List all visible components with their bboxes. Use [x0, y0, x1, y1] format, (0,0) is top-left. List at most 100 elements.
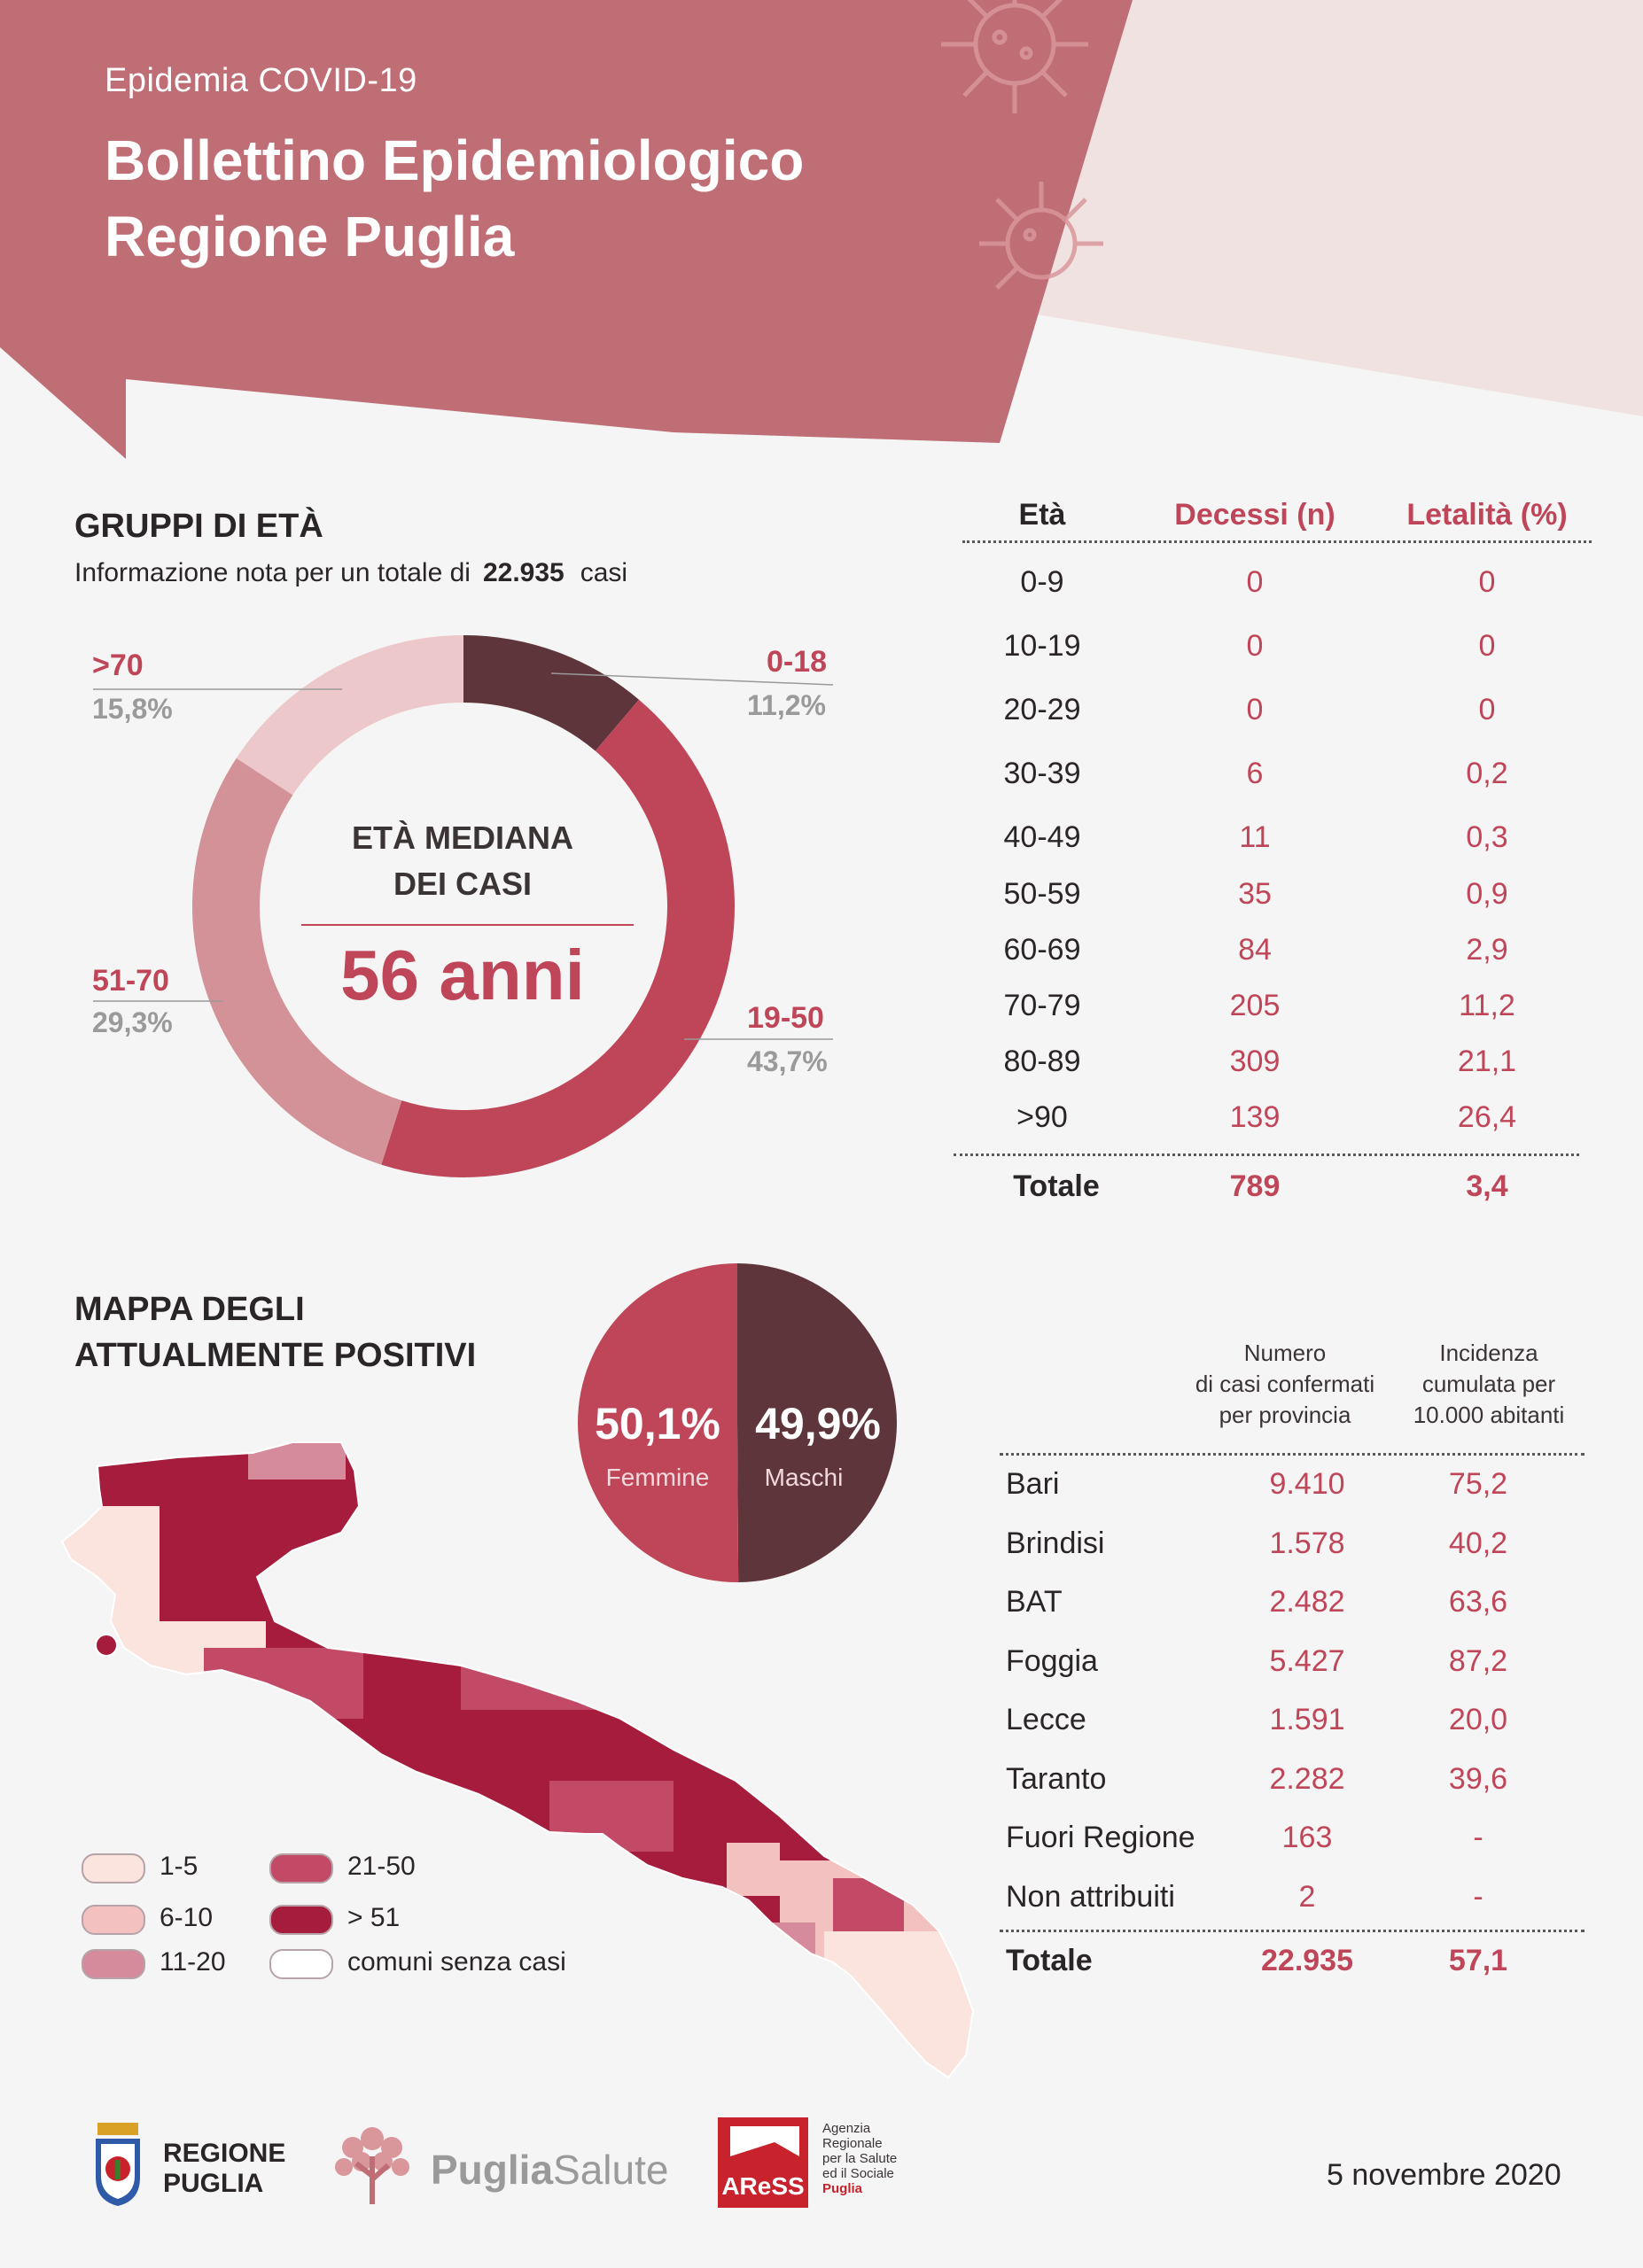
male-slice: [737, 1263, 898, 1582]
map-title-line-2: ATTUALMENTE POSITIVI: [74, 1337, 477, 1374]
bulletin-kicker: Epidemia COVID-19: [105, 62, 417, 99]
province-total-divider: [1000, 1930, 1585, 1932]
sex-pie-chart: [578, 1263, 898, 1582]
deaths-cell-lethality: 0,9: [1466, 877, 1508, 911]
province-incidence: 20,0: [1448, 1703, 1508, 1736]
deaths-cell-lethality: 0: [1478, 629, 1496, 663]
deaths-cell-count: 309: [1229, 1045, 1281, 1078]
median-age-title-line-1: ETÀ MEDIANA: [352, 819, 573, 856]
aress-logo-name: AReSS: [721, 2172, 805, 2200]
age-info-prefix: Informazione nota per un totale di: [74, 558, 471, 587]
province-name: Lecce: [1006, 1703, 1086, 1736]
legend-swatch: [269, 1853, 333, 1884]
segment-label-19-50: 19-50: [747, 1001, 824, 1035]
donut-segment-0-18: [463, 635, 639, 751]
deaths-cell-count: 205: [1229, 989, 1281, 1022]
deaths-cell-age: 60-69: [1003, 933, 1081, 967]
deaths-cell-lethality: 0: [1478, 565, 1496, 599]
province-name: Bari: [1006, 1467, 1060, 1501]
median-age-value: 56 anni: [340, 936, 585, 1014]
deaths-cell-count: 6: [1246, 757, 1264, 790]
regione-puglia-line-1: REGIONE: [163, 2139, 286, 2168]
deaths-total-lethality: 3,4: [1466, 1169, 1508, 1203]
deaths-cell-lethality: 0,2: [1466, 757, 1508, 790]
aress-desc-line: per la Salute: [822, 2151, 898, 2166]
deaths-total-divider: [954, 1153, 1579, 1156]
deaths-cell-lethality: 0,3: [1466, 820, 1508, 854]
deaths-cell-age: 10-19: [1003, 629, 1081, 663]
legend-swatch: [82, 1949, 145, 1979]
province-cases: 1.591: [1269, 1703, 1345, 1736]
segment-pct-19-50: 43,7%: [747, 1045, 828, 1077]
deaths-cell-count: 0: [1246, 629, 1264, 663]
deaths-total-label: Totale: [1013, 1169, 1100, 1203]
segment-pct-over-70: 15,8%: [92, 693, 173, 725]
aress-desc-line: Agenzia: [822, 2121, 871, 2136]
deaths-cell-count: 139: [1229, 1100, 1281, 1134]
leader-lines: [93, 672, 834, 1040]
median-age-title-line-2: DEI CASI: [393, 866, 533, 902]
aress-logo-box: AReSS: [718, 2117, 808, 2208]
virus-icon: [941, 0, 1088, 113]
deaths-header-lethality: Letalità (%): [1406, 498, 1568, 532]
legend-swatch: [82, 1905, 145, 1935]
deaths-cell-age: 0-9: [1020, 565, 1064, 599]
donut-segment-over-70: [236, 635, 463, 796]
female-slice: [578, 1263, 739, 1582]
donut-segment-51-70: [192, 757, 402, 1165]
deaths-cell-lethality: 2,9: [1466, 933, 1508, 967]
puglia-salute-tree-icon: [335, 2127, 409, 2204]
deaths-cell-age: 20-29: [1003, 693, 1081, 726]
map-title: MAPPA DEGLI ATTUALMENTE POSITIVI: [74, 1286, 476, 1379]
age-info: Informazione nota per un totale di 22.935…: [74, 558, 627, 588]
bulletin-date: 5 novembre 2020: [1327, 2158, 1561, 2192]
deaths-cell-age: 30-39: [1003, 757, 1081, 790]
age-donut-chart: [93, 635, 834, 1178]
legend-label: > 51: [347, 1903, 401, 1932]
province-incidence: 75,2: [1448, 1467, 1508, 1501]
regione-puglia-coat-of-arms: [96, 2123, 140, 2206]
province-incidence: 87,2: [1448, 1644, 1508, 1678]
deaths-cell-count: 11: [1239, 820, 1271, 854]
deaths-header-age: Età: [1018, 498, 1066, 532]
puglia-salute-word-2: Salute: [553, 2147, 669, 2193]
province-total-incidence: 57,1: [1448, 1944, 1508, 1977]
legend-swatch: [269, 1905, 333, 1935]
segment-pct-0-18: 11,2%: [747, 689, 826, 721]
aress-desc-line: Puglia: [822, 2181, 863, 2196]
median-age-title: ETÀ MEDIANA DEI CASI: [294, 815, 631, 907]
age-info-suffix: casi: [580, 558, 628, 587]
regione-puglia-line-2: PUGLIA: [163, 2169, 264, 2198]
province-cases: 9.410: [1269, 1467, 1345, 1501]
province-header-cases: Numero di casi confermati per provincia: [1179, 1338, 1391, 1431]
deaths-header-divider: [962, 540, 1592, 543]
deaths-cell-count: 84: [1238, 933, 1272, 967]
province-cases: 2: [1298, 1880, 1316, 1914]
deaths-cell-count: 0: [1246, 565, 1264, 599]
province-total-label: Totale: [1006, 1944, 1093, 1977]
deaths-header-count: Decessi (n): [1174, 498, 1335, 532]
age-groups-title: GRUPPI DI ETÀ: [74, 508, 323, 545]
deaths-cell-age: 40-49: [1003, 820, 1081, 854]
province-cases: 5.427: [1269, 1644, 1345, 1678]
deaths-cell-lethality: 21,1: [1457, 1045, 1517, 1078]
legend-label: 11-20: [160, 1947, 226, 1977]
province-cases: 1.578: [1269, 1526, 1345, 1560]
province-header-cases-line-2: di casi confermati: [1195, 1371, 1375, 1397]
header-background: [0, 0, 1643, 459]
deaths-cell-age: 70-79: [1003, 989, 1081, 1022]
legend-swatch: [82, 1853, 145, 1884]
male-label: Maschi: [764, 1464, 844, 1491]
deaths-total-count: 789: [1229, 1169, 1281, 1203]
segment-label-over-70: >70: [92, 649, 144, 682]
map-island: [95, 1634, 118, 1657]
legend-label: 21-50: [347, 1852, 416, 1881]
province-name: Fuori Regione: [1006, 1821, 1195, 1854]
donut-segment-19-50: [381, 699, 736, 1178]
deaths-cell-lethality: 0: [1478, 693, 1496, 726]
province-header-incidence-line-2: cumulata per: [1421, 1371, 1556, 1397]
deaths-cell-age: 80-89: [1003, 1045, 1081, 1078]
province-cases: 2.282: [1269, 1762, 1345, 1796]
regione-puglia-logo-text: REGIONE PUGLIA: [163, 2139, 285, 2199]
virus-icon-small: [979, 182, 1103, 290]
